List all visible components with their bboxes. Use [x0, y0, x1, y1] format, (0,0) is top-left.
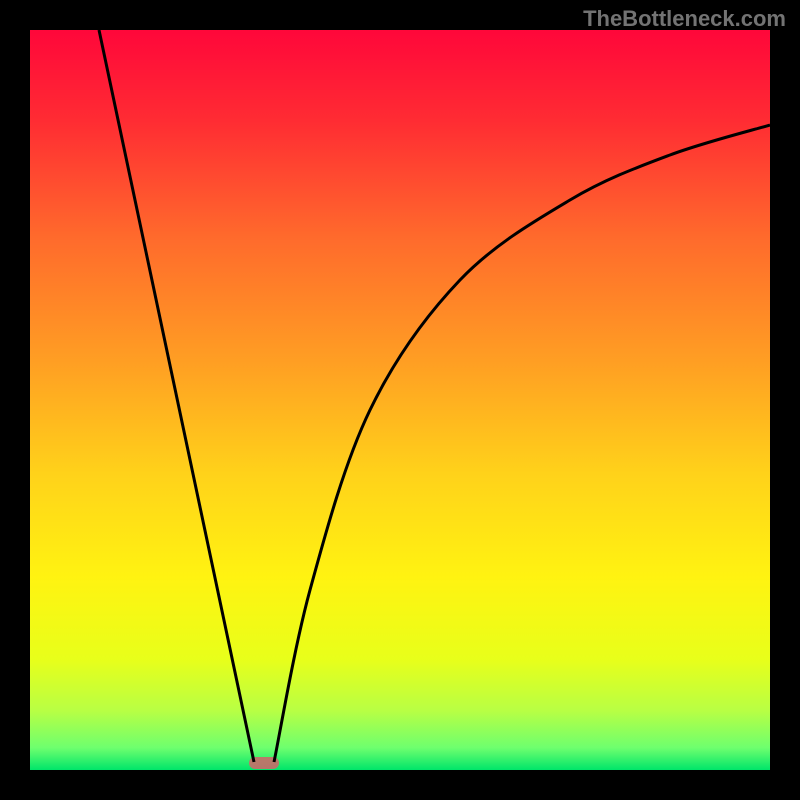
- gradient-background: [30, 30, 770, 770]
- plot-area: [30, 30, 770, 770]
- chart-svg: [30, 30, 770, 770]
- chart-frame: TheBottleneck.com: [0, 0, 800, 800]
- watermark-text: TheBottleneck.com: [583, 6, 786, 32]
